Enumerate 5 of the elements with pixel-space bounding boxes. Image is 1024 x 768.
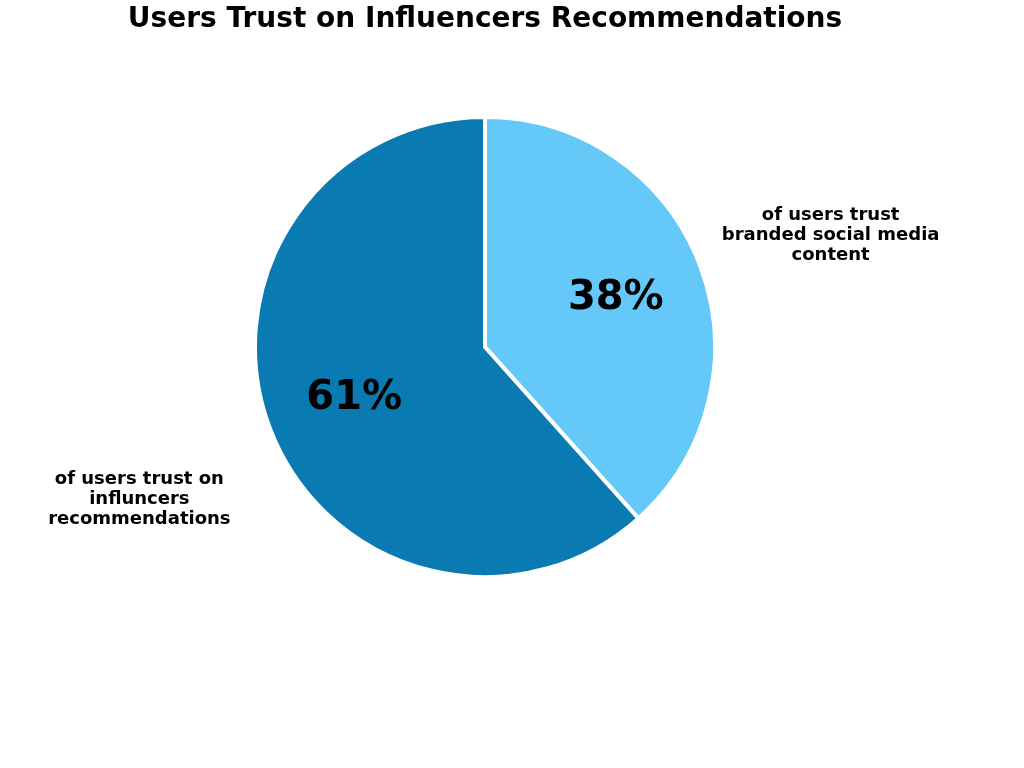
slice-label: of users trust branded social media content xyxy=(721,202,940,264)
slice-label: of users trust on influncers recommendations xyxy=(48,467,231,529)
data-label: 61% xyxy=(306,371,403,418)
chart-title: Users Trust on Influencers Recommendations xyxy=(127,1,843,34)
data-label: 38% xyxy=(567,272,664,319)
